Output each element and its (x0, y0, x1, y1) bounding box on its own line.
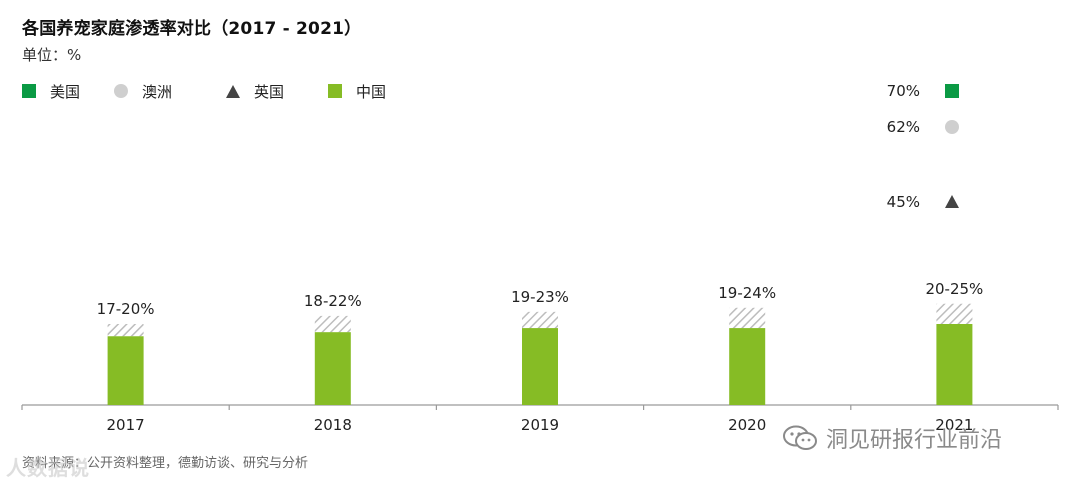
watermark-text: 洞见研报行业前沿 (826, 428, 1003, 453)
legend-item-australia: 澳洲 (114, 81, 172, 102)
unit-label: 单位：% (22, 46, 82, 64)
bar (936, 324, 973, 405)
bar-range (107, 324, 144, 337)
bar (314, 332, 351, 405)
watermark-right: 洞见研报行业前沿 (782, 422, 1002, 454)
bar-range (936, 303, 973, 324)
legend-item-china: 中国 (328, 81, 386, 102)
bar-value-label: 19-23% (511, 288, 569, 306)
bar-value-label: 19-24% (718, 284, 776, 302)
source-note: 资料来源：公开资料整理，德勤访谈、研究与分析 (22, 456, 309, 471)
marker-circle (945, 120, 959, 134)
bar (522, 328, 558, 405)
watermark-left: 人数据说 (6, 456, 90, 480)
x-tick-label: 2020 (728, 416, 766, 434)
legend: 美国 澳洲 英国 中国 (22, 80, 420, 102)
bar-range (522, 311, 558, 329)
wechat-icon (783, 425, 817, 450)
square-icon (328, 84, 343, 98)
legend-label: 英国 (254, 82, 285, 101)
marker-value-label: 45% (887, 193, 920, 211)
x-tick-label: 2019 (521, 416, 559, 434)
legend-item-uk: 英国 (226, 81, 284, 102)
bar-value-label: 18-22% (304, 292, 362, 310)
x-tick-label: 2017 (107, 416, 145, 434)
chart-title: 各国养宠家庭渗透率对比（2017 - 2021） (22, 19, 362, 39)
bar (729, 328, 766, 405)
legend-item-usa: 美国 (22, 81, 80, 102)
bar-value-label: 20-25% (925, 280, 983, 298)
triangle-icon (226, 84, 241, 98)
marker-value-label: 62% (887, 118, 920, 136)
x-tick-label: 2021 (935, 416, 973, 434)
bar-range (314, 315, 351, 333)
legend-label: 中国 (356, 82, 387, 101)
x-tick-label: 2018 (314, 416, 352, 434)
bar-range (729, 307, 766, 329)
square-icon (22, 84, 36, 98)
circle-icon (114, 84, 129, 98)
marker-square (945, 84, 959, 98)
bar (107, 336, 144, 405)
marker-triangle (945, 195, 959, 208)
legend-label: 美国 (50, 82, 81, 101)
marker-value-label: 70% (887, 82, 920, 100)
legend-label: 澳洲 (142, 82, 173, 101)
bar-value-label: 17-20% (97, 300, 155, 318)
